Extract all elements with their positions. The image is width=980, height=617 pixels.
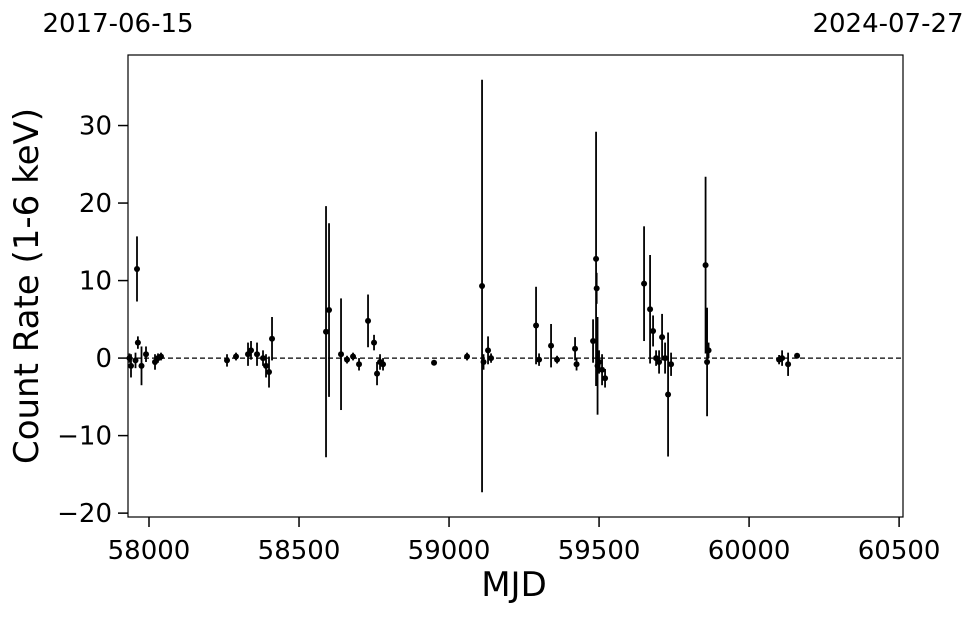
data-point xyxy=(365,317,372,324)
y-tick-label: −20 xyxy=(57,499,112,529)
data-point xyxy=(344,356,351,363)
data-point xyxy=(641,280,648,287)
x-tick-label: 60500 xyxy=(858,536,941,566)
x-tick-label: 59000 xyxy=(408,536,491,566)
data-point xyxy=(134,339,141,346)
data-point xyxy=(659,334,666,341)
data-point xyxy=(132,357,139,364)
y-tick-label: 30 xyxy=(79,112,112,142)
data-point xyxy=(350,353,357,360)
data-point xyxy=(596,358,603,365)
data-point xyxy=(650,327,657,334)
data-point xyxy=(785,361,792,368)
data-point xyxy=(224,357,231,364)
data-point xyxy=(779,355,786,362)
data-point xyxy=(599,366,606,373)
data-point xyxy=(158,353,165,360)
data-point xyxy=(431,359,438,366)
data-point xyxy=(704,358,711,365)
plot-frame xyxy=(127,54,904,518)
y-tick-label: 0 xyxy=(95,344,112,374)
x-tick-label: 60000 xyxy=(708,536,791,566)
data-point xyxy=(374,370,381,377)
data-point xyxy=(269,335,276,342)
data-point xyxy=(794,352,801,359)
data-point xyxy=(260,355,267,362)
data-point xyxy=(702,262,709,269)
data-point xyxy=(554,356,561,363)
data-point xyxy=(143,351,150,358)
data-point xyxy=(705,347,712,354)
data-point xyxy=(665,391,672,398)
data-point xyxy=(662,355,669,362)
data-point xyxy=(668,361,675,368)
data-point xyxy=(371,339,378,346)
x-axis-label: MJD xyxy=(481,565,547,605)
data-point xyxy=(572,345,579,352)
data-point xyxy=(533,322,540,329)
data-point xyxy=(548,342,555,349)
data-point xyxy=(266,369,273,376)
x-tick-label: 58000 xyxy=(108,536,191,566)
data-point xyxy=(138,362,145,369)
data-point xyxy=(356,361,363,368)
data-point xyxy=(536,356,543,363)
x-tick-label: 59500 xyxy=(558,536,641,566)
y-tick-label: −10 xyxy=(57,422,112,452)
y-axis-label: Count Rate (1-6 keV) xyxy=(7,108,47,464)
data-point xyxy=(593,285,600,292)
data-point xyxy=(323,328,330,335)
data-point xyxy=(573,361,580,368)
data-point xyxy=(254,351,261,358)
y-tick-label: 10 xyxy=(79,267,112,297)
y-tick-label: 20 xyxy=(79,189,112,219)
data-point xyxy=(590,338,597,345)
data-point xyxy=(128,362,135,369)
data-point xyxy=(656,358,663,365)
data-point xyxy=(326,307,333,314)
data-point xyxy=(602,375,609,382)
data-point xyxy=(647,306,654,313)
top-label: 2017-06-15 xyxy=(42,9,193,39)
data-point xyxy=(338,351,345,358)
data-point xyxy=(134,265,141,272)
data-point xyxy=(233,353,240,360)
data-point xyxy=(488,355,495,362)
x-tick-label: 58500 xyxy=(258,536,341,566)
data-point xyxy=(464,353,471,360)
data-point xyxy=(479,283,486,289)
data-point xyxy=(485,347,492,354)
data-point xyxy=(380,361,387,368)
data-point xyxy=(248,347,255,354)
data-point xyxy=(263,362,270,369)
data-point xyxy=(593,255,600,262)
data-point xyxy=(480,358,487,365)
top-label: 2024-07-27 xyxy=(812,9,963,39)
